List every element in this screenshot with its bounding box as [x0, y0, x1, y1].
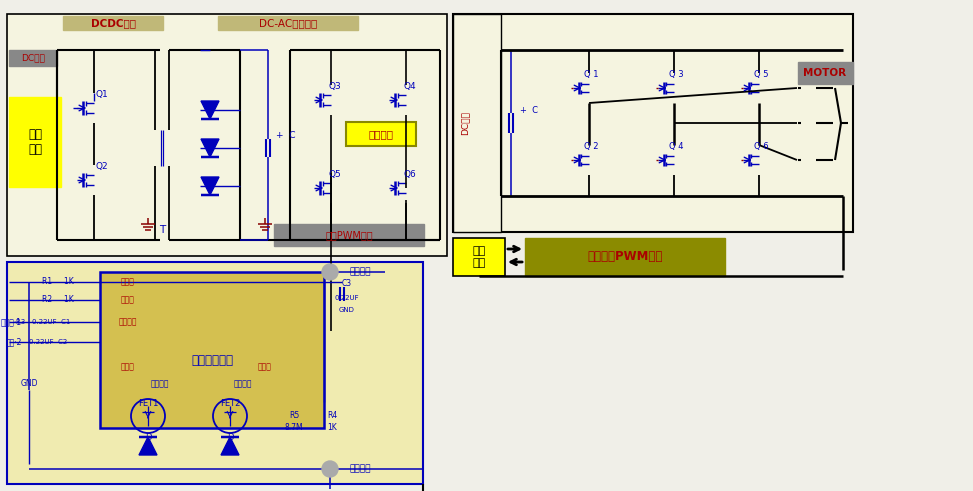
Bar — [7, 262, 423, 484]
Text: 输出正极: 输出正极 — [350, 268, 372, 276]
Text: 电源正: 电源正 — [121, 277, 135, 287]
Bar — [798, 62, 853, 84]
Text: DC-AC全桥逆变: DC-AC全桥逆变 — [259, 18, 317, 28]
Text: R5: R5 — [289, 411, 299, 420]
Text: R2     1K: R2 1K — [42, 296, 74, 304]
Text: Q 6: Q 6 — [754, 141, 769, 151]
Text: +  C: + C — [276, 132, 296, 140]
Circle shape — [322, 264, 338, 280]
Text: Q 1: Q 1 — [584, 70, 598, 79]
Text: 0.22UF: 0.22UF — [335, 295, 359, 301]
Text: Q3: Q3 — [329, 82, 342, 90]
Bar — [453, 14, 853, 232]
Text: FET1: FET1 — [138, 400, 159, 409]
Text: D: D — [227, 433, 234, 441]
Text: Q6: Q6 — [404, 169, 416, 179]
Text: 全桥PWM控制: 全桥PWM控制 — [325, 230, 373, 240]
Text: 1K: 1K — [327, 424, 337, 433]
Text: 电源负: 电源负 — [258, 362, 271, 372]
Polygon shape — [201, 139, 219, 157]
Text: DC输入: DC输入 — [21, 54, 45, 62]
Bar — [346, 122, 416, 146]
Polygon shape — [201, 177, 219, 195]
Text: C3: C3 — [342, 279, 352, 289]
Text: Q1: Q1 — [95, 89, 108, 99]
Text: 输出负极: 输出负极 — [350, 464, 372, 473]
Text: R1     1K: R1 1K — [42, 277, 74, 287]
Bar — [453, 238, 505, 276]
Bar — [525, 238, 725, 276]
Text: 三相全桥PWM控制: 三相全桥PWM控制 — [588, 250, 663, 264]
Text: GND: GND — [20, 380, 38, 388]
Text: D: D — [145, 433, 151, 441]
Text: 交流输出: 交流输出 — [369, 129, 393, 139]
Text: 8.7M: 8.7M — [285, 424, 304, 433]
Bar — [453, 14, 501, 232]
Text: 放电保护: 放电保护 — [151, 380, 169, 388]
Polygon shape — [201, 101, 219, 119]
Text: 0.22UF  C2: 0.22UF C2 — [29, 339, 67, 345]
Text: 电池·2: 电池·2 — [6, 337, 22, 347]
Text: FET2: FET2 — [220, 400, 240, 409]
Text: Q 3: Q 3 — [668, 70, 683, 79]
Text: 电池正: 电池正 — [121, 296, 135, 304]
Polygon shape — [139, 437, 157, 455]
Text: +  C: + C — [520, 106, 538, 114]
Text: 电池中点: 电池中点 — [119, 318, 137, 327]
Text: MOTOR: MOTOR — [804, 68, 847, 78]
Text: R4: R4 — [327, 411, 337, 420]
Bar — [7, 14, 447, 256]
Bar — [9, 50, 57, 66]
Bar — [274, 224, 424, 246]
Polygon shape — [221, 437, 239, 455]
Text: 电池团·1: 电池团·1 — [1, 318, 22, 327]
Bar — [218, 16, 358, 30]
Text: 推挥
控制: 推挥 控制 — [28, 128, 42, 156]
Bar — [63, 16, 163, 30]
Text: Q 5: Q 5 — [754, 70, 769, 79]
Text: R3   0.22UF  C1: R3 0.22UF C1 — [16, 319, 70, 325]
Text: GND: GND — [339, 307, 355, 313]
Text: DC输入: DC输入 — [460, 111, 470, 135]
Circle shape — [322, 461, 338, 477]
Text: Q 2: Q 2 — [584, 141, 598, 151]
Text: 控制
中心: 控制 中心 — [472, 246, 486, 268]
Text: Q5: Q5 — [329, 169, 342, 179]
Text: 充放电保护板: 充放电保护板 — [191, 354, 233, 366]
Text: 电源负: 电源负 — [121, 362, 135, 372]
Text: T: T — [159, 225, 165, 235]
Text: DCDC升压: DCDC升压 — [90, 18, 135, 28]
Bar — [9, 97, 61, 187]
Text: Q 4: Q 4 — [668, 141, 683, 151]
Text: Q2: Q2 — [95, 162, 108, 170]
Text: Q4: Q4 — [404, 82, 416, 90]
Bar — [100, 272, 324, 428]
Text: 充电保护: 充电保护 — [234, 380, 252, 388]
